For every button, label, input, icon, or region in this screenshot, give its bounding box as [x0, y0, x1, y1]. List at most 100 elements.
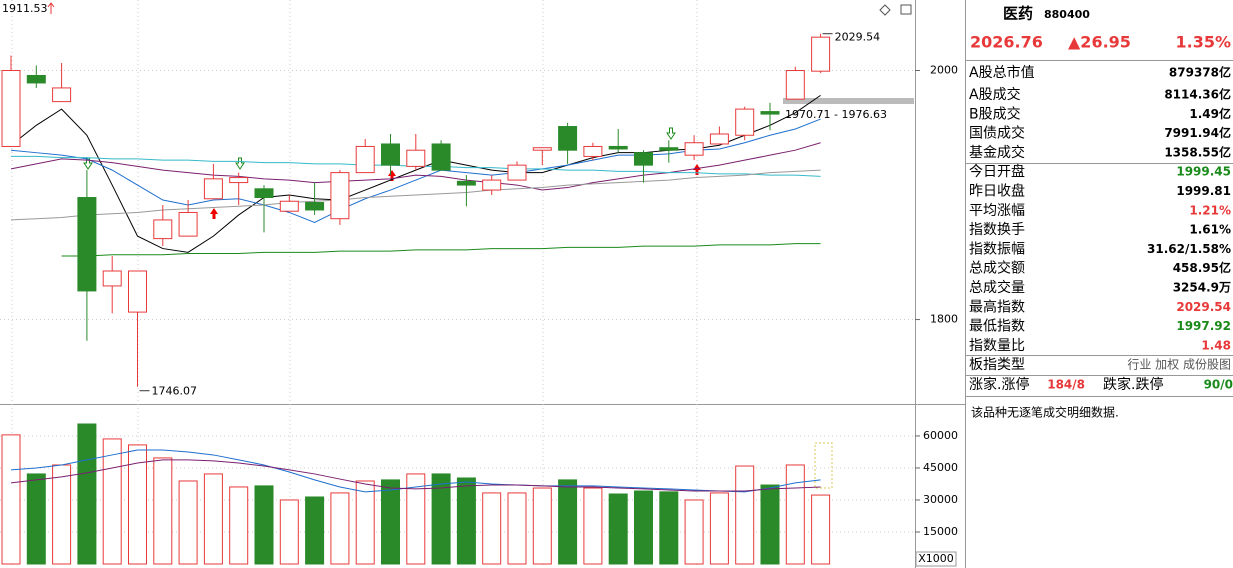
corner-label: 1911.53 — [2, 2, 48, 15]
volume-bar — [760, 484, 780, 565]
candle-body — [760, 111, 780, 115]
volume-bar — [558, 479, 578, 565]
footer: 该品种无逐笔成交明细数据. — [971, 405, 1119, 420]
volume-bar — [102, 438, 122, 565]
candle-body — [507, 164, 527, 181]
row-label: 昨日收盘 — [969, 183, 1025, 200]
volume-bar — [507, 492, 527, 565]
panel-change-pct: 1.35% — [1175, 33, 1231, 52]
candle-body — [203, 178, 223, 200]
candle-body — [128, 270, 147, 313]
row-label: 指数换手 — [969, 221, 1025, 238]
price-marker — [783, 98, 914, 104]
moving-average — [10, 169, 821, 221]
y-tick-label: 45000 — [923, 461, 958, 474]
row-value: 1999.81 — [1176, 184, 1231, 198]
candle-body — [102, 270, 122, 287]
type-value[interactable]: 行业 加权 成份股图 — [1127, 358, 1231, 372]
row-value: 1.48 — [1201, 338, 1231, 352]
up-label: 涨家.涨停 — [969, 376, 1029, 393]
candle-body — [153, 219, 173, 240]
volume-bar — [709, 492, 729, 565]
unit-box — [915, 551, 957, 567]
corner-arrow — [47, 2, 55, 14]
row-value: 7991.94亿 — [1164, 125, 1231, 140]
candle-body — [254, 188, 274, 199]
moving-average — [10, 142, 821, 191]
candle-body — [532, 147, 552, 151]
unit-label: X1000 — [918, 552, 954, 565]
row-label: 总成交量 — [969, 279, 1025, 296]
candle-body — [305, 202, 325, 211]
volume-bar — [1, 434, 21, 565]
volume-bar — [735, 465, 755, 565]
row-label: A股总市值 — [969, 64, 1035, 81]
row-value: 2029.54 — [1176, 300, 1231, 314]
y-tick-label: 1800 — [930, 313, 958, 326]
panel-price: 2026.76 — [970, 33, 1043, 52]
low-label: 1746.07 — [152, 385, 198, 398]
y-tick-label: 60000 — [923, 429, 958, 442]
y-tick-label: 30000 — [923, 493, 958, 506]
volume-bar — [153, 457, 173, 565]
volume-bar — [532, 487, 552, 565]
candle-body — [684, 142, 704, 156]
row-label: 最低指数 — [969, 319, 1025, 335]
up-value: 184/8 — [1047, 378, 1085, 392]
candle-body — [77, 197, 97, 292]
moving-average — [10, 459, 821, 492]
candle-body — [735, 108, 755, 136]
panel-name: 医药 — [1003, 5, 1033, 23]
candle-body — [659, 147, 679, 151]
volume-bar — [456, 477, 476, 565]
volume-bar — [254, 485, 274, 565]
down-value: 90/0 — [1204, 378, 1233, 392]
volume-bar — [203, 473, 223, 565]
volume-bar — [431, 473, 451, 565]
volume-bar — [229, 486, 249, 565]
volume-bar — [128, 444, 147, 565]
row-label: 今日开盘 — [969, 163, 1025, 180]
candle-body — [178, 211, 198, 237]
row-label: 基金成交 — [969, 144, 1025, 161]
volume-bar — [684, 499, 704, 565]
row-label: 指数振幅 — [969, 241, 1025, 257]
candle-body — [482, 179, 502, 191]
volume-bar — [811, 494, 831, 565]
volume-bar — [608, 493, 628, 565]
panel: 医药 880400 2026.76 ▲26.95 1.35% 板指类型 行业 加… — [966, 5, 1233, 420]
row-value: 1358.55亿 — [1164, 144, 1231, 159]
row-label: 最高指数 — [969, 298, 1025, 315]
volume-bar — [330, 492, 350, 565]
candle-body — [279, 200, 299, 212]
volume-bar — [52, 464, 72, 565]
candle-body — [634, 152, 653, 166]
moving-average — [10, 449, 821, 493]
row-label: 平均涨幅 — [969, 203, 1025, 219]
volume-bar — [785, 464, 805, 565]
range-label: 1970.71 - 1976.63 — [785, 108, 887, 121]
row-label: 国债成交 — [969, 125, 1025, 142]
panel-change: ▲26.95 — [1068, 33, 1131, 52]
row-value: 1997.92 — [1176, 319, 1231, 333]
volume-bar — [583, 487, 603, 565]
candle-body — [583, 145, 603, 157]
y-tick-label: 2000 — [930, 63, 958, 76]
row-value: 1.49亿 — [1189, 106, 1231, 121]
row-value: 1.21% — [1189, 203, 1231, 217]
icon-diamond[interactable] — [879, 4, 891, 16]
candle-body — [26, 74, 46, 84]
row-value: 3254.9万 — [1173, 281, 1231, 295]
y-tick-label: 15000 — [923, 525, 958, 538]
volume-bar — [26, 473, 46, 565]
candle-body — [229, 177, 249, 184]
volume-bar — [406, 473, 426, 565]
high-label: 2029.54 — [835, 31, 881, 44]
icon-window[interactable] — [900, 4, 912, 15]
candle-body — [355, 145, 375, 174]
candle-body — [709, 133, 729, 145]
volume-bar — [305, 496, 325, 565]
signals — [83, 127, 701, 219]
projected-volume — [814, 442, 833, 489]
